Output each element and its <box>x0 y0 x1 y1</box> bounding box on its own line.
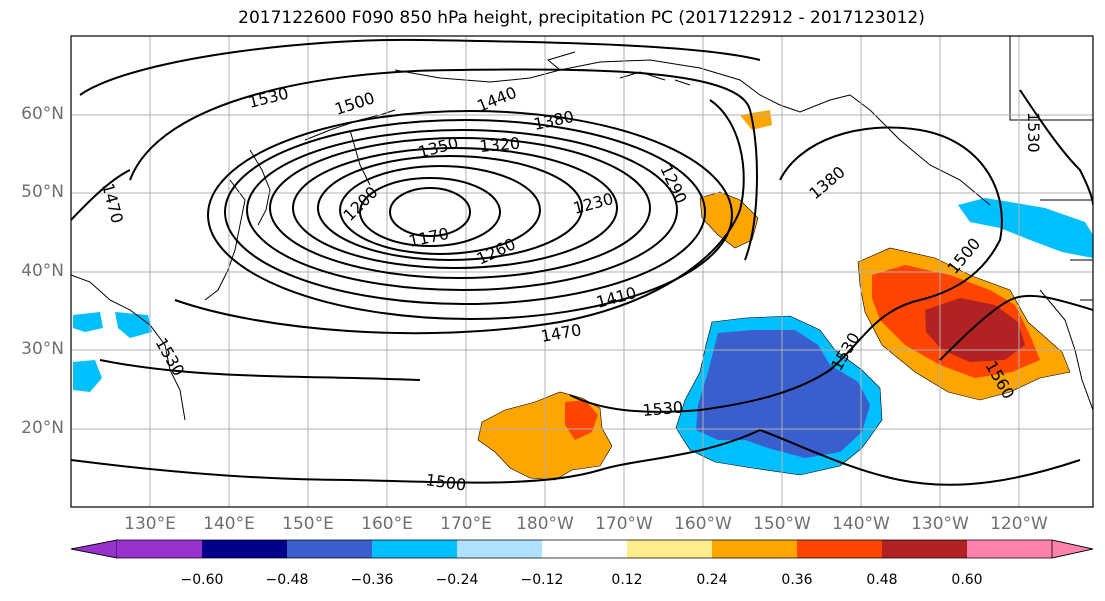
map-frame <box>70 35 1094 508</box>
contour-label: 1500 <box>424 470 467 494</box>
colorbar-segment <box>372 540 457 558</box>
lat-label: 50°N <box>21 182 64 202</box>
contour-label: 1530 <box>152 335 189 380</box>
precip-japan-negative <box>73 312 152 392</box>
colorbar-label: 0.36 <box>781 572 813 588</box>
precip-central-pacific-strong-negative <box>696 330 870 458</box>
colorbar-segment <box>202 540 287 558</box>
lon-label: 160°E <box>361 514 413 534</box>
colorbar-label: 0.12 <box>611 572 643 588</box>
contour-label: 1530 <box>246 84 290 112</box>
precip-alaska-positive <box>740 110 772 130</box>
lat-label: 40°N <box>21 261 64 281</box>
lon-label: 130°E <box>124 514 176 534</box>
colorbar-segment <box>797 540 882 558</box>
colorbar-label: 0.24 <box>696 572 728 588</box>
contour-label: 1470 <box>98 181 127 225</box>
colorbar-label: −0.48 <box>265 572 309 588</box>
contour-label: 1530 <box>1024 112 1043 153</box>
precip-west-coast-strong <box>925 298 1025 362</box>
precip-canada-negative <box>958 198 1093 258</box>
contour-label: 1290 <box>656 162 690 207</box>
lat-label: 20°N <box>21 418 64 438</box>
contour-label: 1500 <box>332 88 377 119</box>
colorbar-extend-right <box>1051 539 1094 559</box>
colorbar-label: −0.24 <box>435 572 479 588</box>
colorbar-segment <box>117 540 202 558</box>
lon-label: 170°W <box>595 514 653 534</box>
colorbar-label: −0.60 <box>180 572 224 588</box>
lon-label: 180°W <box>516 514 574 534</box>
colorbar-segment <box>967 540 1052 558</box>
contour-label: 1320 <box>479 134 521 156</box>
colorbar-segment <box>712 540 797 558</box>
lon-label: 170°E <box>440 514 492 534</box>
colorbar-label: 0.60 <box>951 572 983 588</box>
lon-label: 140°E <box>203 514 255 534</box>
lon-label: 120°W <box>990 514 1048 534</box>
colorbar-label: −0.36 <box>350 572 394 588</box>
colorbar-outline <box>70 539 1094 559</box>
lon-label: 140°W <box>832 514 890 534</box>
contour-label: 1530 <box>642 398 684 420</box>
contour-label: 1380 <box>805 162 848 203</box>
lon-label: 150°E <box>282 514 334 534</box>
colorbar-segment <box>457 540 542 558</box>
colorbar-segment <box>627 540 712 558</box>
colorbar <box>70 539 1094 559</box>
colorbar-segment <box>882 540 967 558</box>
colorbar-extend-left <box>70 539 118 559</box>
contour-label: 1350 <box>416 133 460 162</box>
lon-label: 160°W <box>674 514 732 534</box>
colorbar-segment <box>287 540 372 558</box>
colorbar-segment <box>542 540 627 558</box>
colorbar-label: −0.12 <box>520 572 564 588</box>
colorbar-label: 0.48 <box>866 572 898 588</box>
map-title: 2017122600 F090 850 hPa height, precipit… <box>238 8 925 28</box>
height-contours <box>71 38 1093 486</box>
lat-label: 60°N <box>21 104 64 124</box>
lon-label: 130°W <box>911 514 969 534</box>
contour-label: 1170 <box>407 224 451 251</box>
precip-hawaii-west-medium <box>565 400 598 440</box>
precip-shading <box>73 110 1093 481</box>
lon-label: 150°W <box>753 514 811 534</box>
lat-label: 30°N <box>21 339 64 359</box>
